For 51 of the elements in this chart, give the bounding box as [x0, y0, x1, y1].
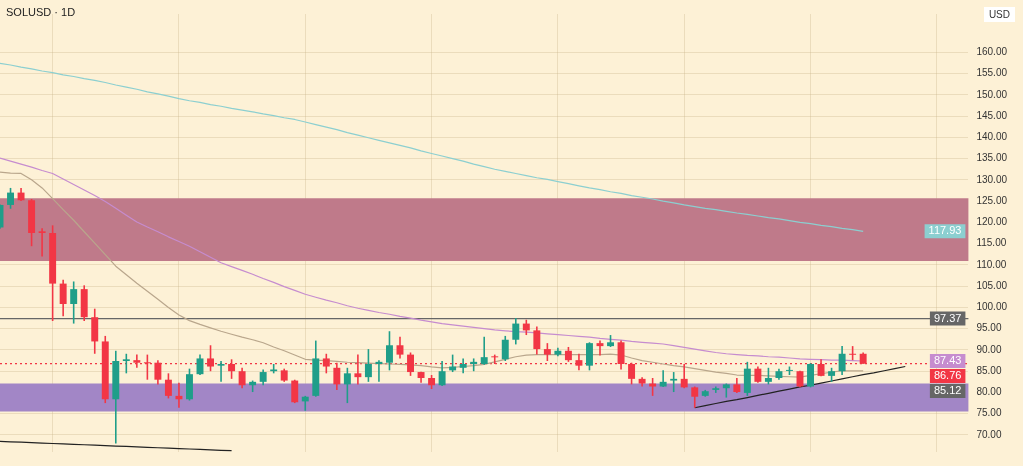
candlestick: [438, 360, 446, 387]
candlestick: [364, 348, 372, 383]
candlestick: [680, 363, 688, 390]
y-tick-label: 85.00: [976, 364, 1002, 376]
candlestick: [238, 367, 246, 390]
candlestick: [375, 359, 383, 383]
candlestick: [291, 378, 299, 404]
y-tick-label: 70.00: [976, 428, 1002, 440]
chart-title: SOLUSD · 1D: [6, 6, 76, 18]
candlestick: [59, 278, 67, 318]
candlestick: [586, 341, 593, 372]
candlestick: [164, 372, 172, 400]
y-tick-label: 145.00: [976, 109, 1008, 121]
y-tick-label: 150.00: [976, 88, 1008, 100]
candlestick: [670, 371, 678, 393]
y-tick-label: 105.00: [976, 279, 1008, 291]
candlestick: [533, 325, 541, 356]
candlestick: [459, 357, 467, 375]
candlestick: [7, 187, 14, 210]
annotation: 117.93: [928, 224, 962, 237]
y-axis-title: USD: [983, 7, 1015, 22]
candlestick: [501, 335, 509, 362]
y-tick-label: 115.00: [976, 237, 1007, 249]
y-tick-label: 125.00: [976, 194, 1008, 206]
candlestick: [70, 280, 78, 325]
annotation: 85.12: [933, 384, 962, 397]
candlestick: [343, 367, 351, 404]
y-tick-label: 160.00: [976, 46, 1008, 58]
y-tick-label: 135.00: [976, 152, 1008, 164]
candlestick: [396, 335, 404, 360]
candlestick: [217, 360, 225, 383]
candlestick: [807, 362, 814, 389]
candlestick: [480, 335, 488, 366]
y-tick-label: 120.00: [976, 216, 1008, 228]
y-tick-label: 155.00: [976, 67, 1008, 79]
ref-line-label: 86.76: [933, 369, 962, 382]
y-tick-label: 75.00: [976, 407, 1002, 419]
y-tick-label: 100.00: [976, 301, 1008, 313]
candlestick: [122, 352, 130, 375]
y-tick-label: 95.00: [976, 322, 1002, 334]
candlestick: [838, 345, 846, 376]
y-tick-label: 80.00: [976, 386, 1002, 398]
candlestick: [512, 317, 520, 346]
candlestick: [38, 227, 46, 258]
candlestick: [386, 330, 393, 372]
y-tick-label: 110.00: [976, 258, 1007, 270]
annotation: 87.43: [933, 354, 962, 367]
y-tick-label: 140.00: [976, 131, 1008, 143]
y-tick-label: 90.00: [976, 343, 1002, 355]
y-tick-label: 130.00: [976, 173, 1008, 185]
ref-line-label: 97.37: [933, 311, 962, 324]
